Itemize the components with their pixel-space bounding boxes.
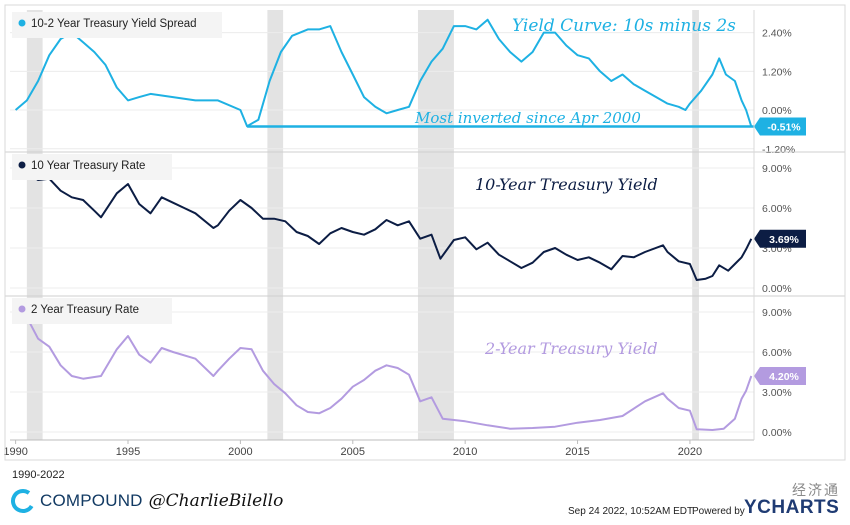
legend-label-1: 10 Year Treasury Rate bbox=[31, 160, 145, 172]
last-value-label-0: -0.51% bbox=[767, 122, 801, 134]
panel-dividers bbox=[4, 4, 846, 461]
recession-band-3 bbox=[692, 10, 699, 440]
recession-bands bbox=[26, 10, 699, 440]
y-tick-label: 0.00% bbox=[762, 283, 792, 295]
legend-label-2: 2 Year Treasury Rate bbox=[31, 304, 139, 316]
compound-logo-icon bbox=[11, 489, 35, 513]
legend-marker-2 bbox=[18, 305, 26, 313]
series-line-2 bbox=[15, 316, 753, 431]
recession-band-0 bbox=[26, 10, 43, 440]
y-tick-label: -1.20% bbox=[762, 144, 795, 156]
series-line-0 bbox=[14, 18, 753, 128]
y-tick-label: 0.00% bbox=[762, 105, 792, 117]
x-tick-label: 1995 bbox=[116, 446, 140, 458]
y-tick-label: 1.20% bbox=[762, 66, 792, 78]
y-tick-label: 2.40% bbox=[762, 28, 792, 40]
recession-band-1 bbox=[267, 10, 284, 440]
series-line-1 bbox=[15, 171, 753, 281]
brand-handle: @CharlieBilello bbox=[148, 491, 284, 511]
legend-marker-1 bbox=[18, 161, 26, 169]
legend-box-0 bbox=[12, 12, 222, 38]
outer-border bbox=[4, 4, 846, 461]
watermark: 经济通 bbox=[792, 482, 840, 498]
last-value-label-1: 3.69% bbox=[769, 234, 799, 246]
y-tick-label: 9.00% bbox=[762, 163, 792, 175]
annotation-title-2: 2-Year Treasury Yield bbox=[484, 339, 658, 358]
timestamp: Sep 24 2022, 10:52AM EDT. bbox=[568, 506, 695, 517]
legend-box-2 bbox=[12, 298, 172, 324]
powered-by-label: Powered by bbox=[692, 506, 745, 517]
last-value-label-2: 4.20% bbox=[769, 371, 799, 383]
y-tick-label: 3.00% bbox=[762, 387, 792, 399]
y-tick-label: 0.00% bbox=[762, 427, 792, 439]
recession-band-2 bbox=[417, 10, 454, 440]
legend-box-1 bbox=[12, 154, 172, 180]
brand-name: COMPOUND bbox=[40, 491, 143, 510]
last-value-badge-0 bbox=[754, 117, 806, 136]
x-tick-label: 2005 bbox=[341, 446, 365, 458]
ycharts-logo[interactable]: YCHARTS bbox=[744, 497, 840, 518]
x-axis: 1990 1995 2000 2005 2010 2015 2020 bbox=[3, 439, 754, 458]
x-tick-label: 1990 bbox=[3, 446, 27, 458]
x-tick-label: 2020 bbox=[678, 446, 702, 458]
x-tick-label: 2015 bbox=[565, 446, 589, 458]
y-tick-label: 6.00% bbox=[762, 347, 792, 359]
period-label: 1990-2022 bbox=[12, 469, 65, 481]
last-value-badge-2 bbox=[754, 367, 806, 385]
annotation-title-1: 10-Year Treasury Yield bbox=[475, 175, 658, 194]
brand-block[interactable]: COMPOUND @CharlieBilello bbox=[10, 486, 283, 516]
last-value-badge-1 bbox=[754, 229, 806, 248]
chart-text: 2.40% 1.20% 0.00% -1.20% 10-2 Year Treasury … bbox=[12, 12, 806, 439]
footer: 1990-2022 COMPOUND @CharlieBilello Sep 2… bbox=[0, 466, 850, 525]
legend-marker-0 bbox=[18, 19, 26, 27]
series-lines bbox=[14, 18, 753, 431]
annotation-note-0: Most inverted since Apr 2000 bbox=[414, 109, 641, 127]
y-tick-label: 9.00% bbox=[762, 307, 792, 319]
x-tick-label: 2010 bbox=[453, 446, 477, 458]
y-tick-label: 6.00% bbox=[762, 203, 792, 215]
legend-label-0: 10-2 Year Treasury Yield Spread bbox=[31, 18, 197, 30]
x-tick-label: 2000 bbox=[228, 446, 252, 458]
annotation-title-0: Yield Curve: 10s minus 2s bbox=[512, 16, 736, 36]
